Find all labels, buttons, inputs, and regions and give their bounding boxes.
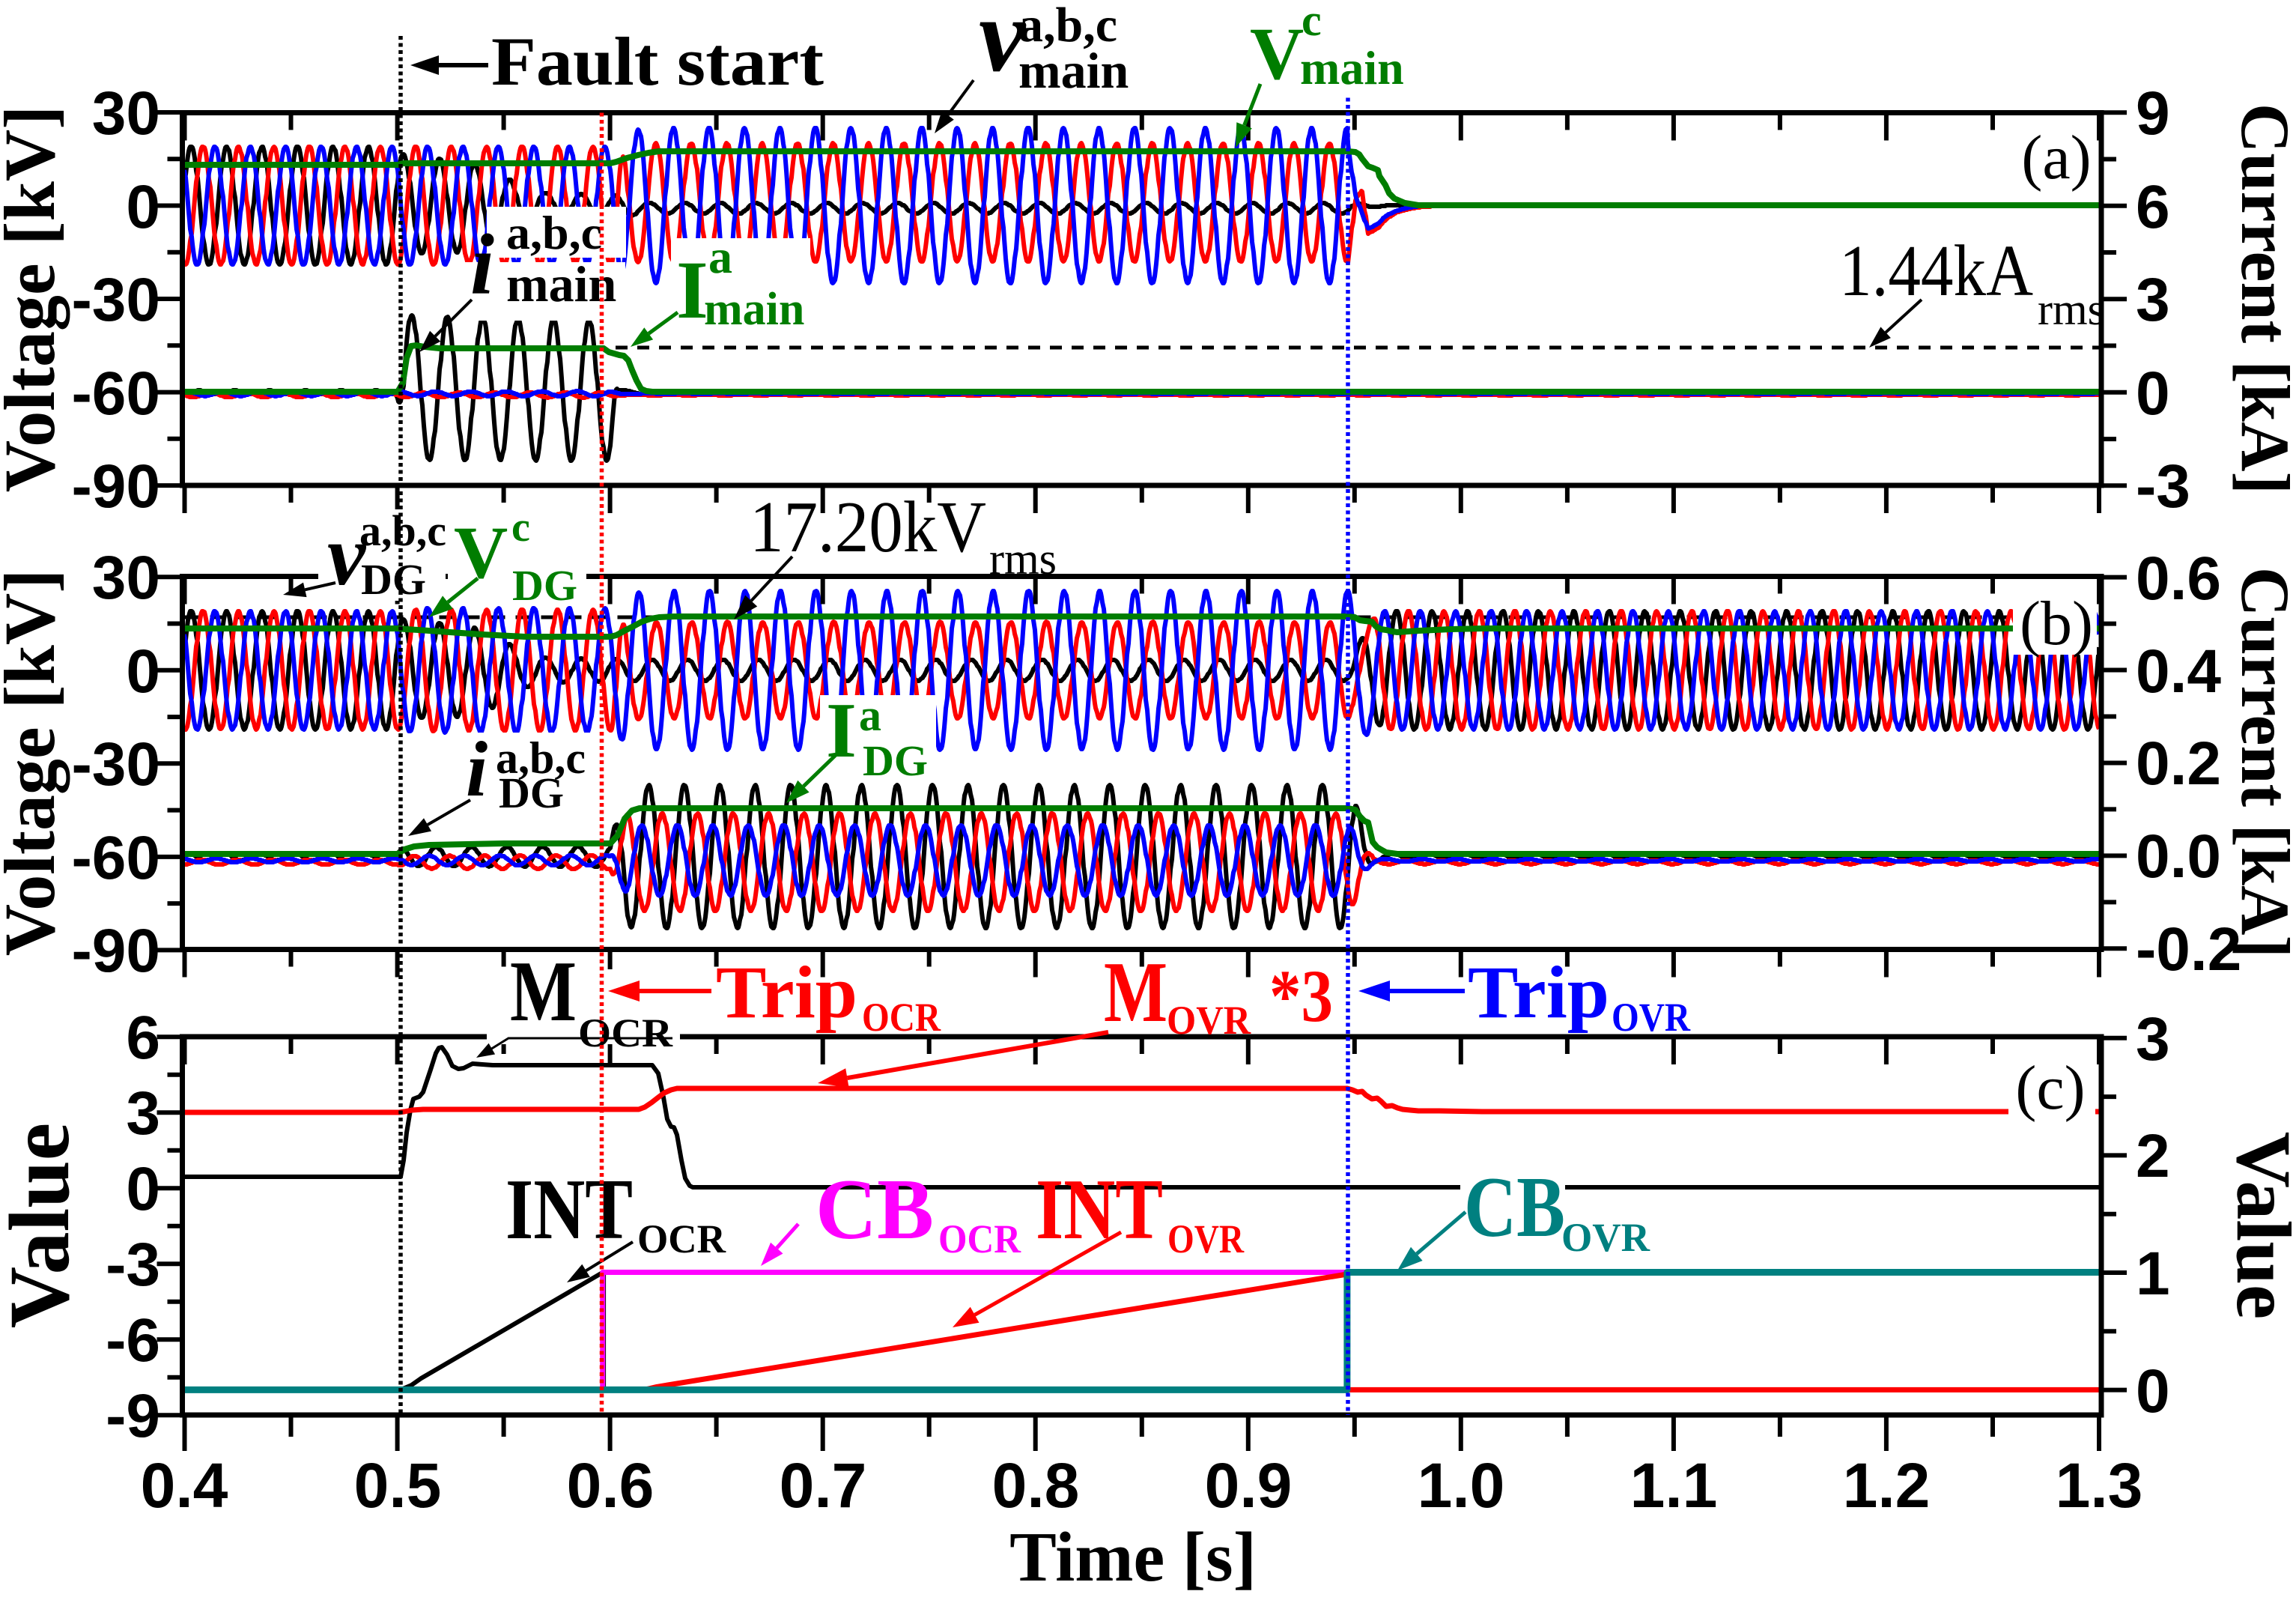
svg-text:-6: -6	[106, 1306, 160, 1375]
svg-text:INT: INT	[1036, 1162, 1163, 1257]
svg-text:1.1: 1.1	[1630, 1450, 1718, 1521]
svg-text:0.6: 0.6	[567, 1450, 655, 1521]
svg-text:0: 0	[2136, 1357, 2170, 1425]
svg-text:Current [kA]: Current [kA]	[2227, 103, 2296, 494]
svg-text:-3: -3	[2136, 452, 2190, 521]
svg-text:Voltage [kV]: Voltage [kV]	[0, 106, 70, 492]
svg-text:-60: -60	[71, 824, 160, 892]
svg-text:3: 3	[2136, 266, 2170, 334]
svg-text:3: 3	[126, 1079, 160, 1148]
svg-text:3: 3	[2136, 1005, 2170, 1073]
svg-text:OCR: OCR	[578, 1010, 673, 1055]
svg-text:a,b,c: a,b,c	[1018, 0, 1117, 52]
svg-text:-30: -30	[71, 266, 160, 334]
svg-text:0.6: 0.6	[2136, 545, 2221, 613]
svg-text:V: V	[1250, 12, 1304, 95]
svg-text:V: V	[454, 511, 508, 594]
svg-text:6: 6	[2136, 173, 2170, 241]
svg-text:M: M	[1104, 945, 1167, 1040]
svg-text:Time [s]: Time [s]	[1009, 1518, 1257, 1596]
svg-text:0: 0	[126, 1155, 160, 1223]
svg-text:a,b,c: a,b,c	[359, 506, 446, 555]
svg-text:c: c	[511, 504, 530, 551]
svg-text:1.3: 1.3	[2056, 1450, 2143, 1521]
svg-text:i: i	[466, 725, 488, 813]
svg-text:DG: DG	[512, 561, 577, 610]
svg-text:2: 2	[2136, 1122, 2170, 1190]
svg-text:17.20kV: 17.20kV	[750, 487, 986, 568]
svg-text:0.5: 0.5	[354, 1450, 442, 1521]
svg-text:CB: CB	[816, 1162, 934, 1257]
svg-text:0.2: 0.2	[2136, 730, 2221, 798]
svg-text:CB: CB	[1464, 1160, 1565, 1255]
svg-text:v: v	[979, 0, 1027, 94]
svg-text:a,b,c: a,b,c	[506, 206, 602, 259]
svg-text:c: c	[1302, 0, 1322, 45]
svg-text:rms: rms	[989, 534, 1057, 584]
svg-text:Trip: Trip	[1468, 951, 1609, 1034]
svg-text:-90: -90	[71, 917, 160, 985]
svg-text:Value: Value	[2220, 1132, 2296, 1319]
svg-text:main: main	[704, 284, 804, 335]
svg-text:M: M	[510, 944, 577, 1039]
svg-text:-0.2: -0.2	[2136, 915, 2241, 984]
svg-text:-30: -30	[71, 730, 160, 799]
svg-text:1.44kA: 1.44kA	[1839, 231, 2033, 312]
svg-text:DG: DG	[361, 555, 426, 604]
svg-text:main: main	[1300, 41, 1404, 94]
svg-text:1.2: 1.2	[1843, 1450, 1931, 1521]
svg-text:a: a	[708, 230, 732, 283]
svg-text:-9: -9	[106, 1382, 160, 1450]
svg-text:0.8: 0.8	[992, 1450, 1080, 1521]
svg-text:DG: DG	[863, 736, 928, 785]
svg-text:1.0: 1.0	[1418, 1450, 1505, 1521]
svg-text:main: main	[1018, 42, 1129, 99]
svg-text:30: 30	[92, 544, 160, 612]
svg-text:0: 0	[126, 173, 160, 241]
svg-text:OVR: OVR	[1612, 995, 1691, 1040]
svg-text:OVR: OVR	[1561, 1215, 1650, 1260]
svg-text:(a): (a)	[2021, 123, 2091, 193]
svg-text:0: 0	[126, 637, 160, 706]
svg-text:main: main	[506, 255, 616, 312]
svg-text:OVR: OVR	[1167, 998, 1251, 1043]
svg-text:30: 30	[92, 79, 160, 148]
svg-text:Fault start: Fault start	[491, 23, 824, 100]
svg-text:I: I	[676, 244, 708, 336]
svg-text:-3: -3	[106, 1231, 160, 1299]
svg-text:0.9: 0.9	[1205, 1450, 1293, 1521]
svg-text:OCR: OCR	[862, 995, 941, 1040]
svg-text:*3: *3	[1269, 954, 1333, 1037]
svg-text:6: 6	[126, 1004, 160, 1072]
svg-text:(b): (b)	[2020, 589, 2093, 658]
svg-text:0.4: 0.4	[2136, 637, 2221, 706]
svg-text:1: 1	[2136, 1240, 2170, 1308]
svg-text:i: i	[470, 217, 494, 312]
svg-text:0.7: 0.7	[780, 1450, 867, 1521]
svg-text:a: a	[859, 691, 881, 740]
svg-text:(c): (c)	[2015, 1053, 2085, 1123]
svg-text:OVR: OVR	[1167, 1216, 1245, 1261]
svg-text:Current [kA]: Current [kA]	[2227, 567, 2296, 958]
svg-text:a,b,c: a,b,c	[496, 733, 586, 783]
svg-text:Value: Value	[0, 1123, 87, 1329]
svg-text:rms: rms	[2038, 285, 2105, 334]
svg-text:9: 9	[2136, 79, 2170, 148]
svg-text:-60: -60	[71, 360, 160, 428]
svg-text:Trip: Trip	[716, 951, 857, 1034]
svg-text:OCR: OCR	[637, 1216, 726, 1261]
svg-text:0.4: 0.4	[141, 1450, 228, 1521]
svg-text:-90: -90	[71, 452, 160, 521]
svg-text:INT: INT	[505, 1162, 633, 1257]
svg-text:0: 0	[2136, 360, 2170, 428]
svg-text:0.0: 0.0	[2136, 822, 2221, 891]
svg-text:v: v	[327, 508, 367, 603]
svg-text:Voltage [kV]: Voltage [kV]	[0, 569, 70, 956]
svg-text:DG: DG	[499, 769, 564, 817]
svg-text:OCR: OCR	[938, 1216, 1021, 1261]
